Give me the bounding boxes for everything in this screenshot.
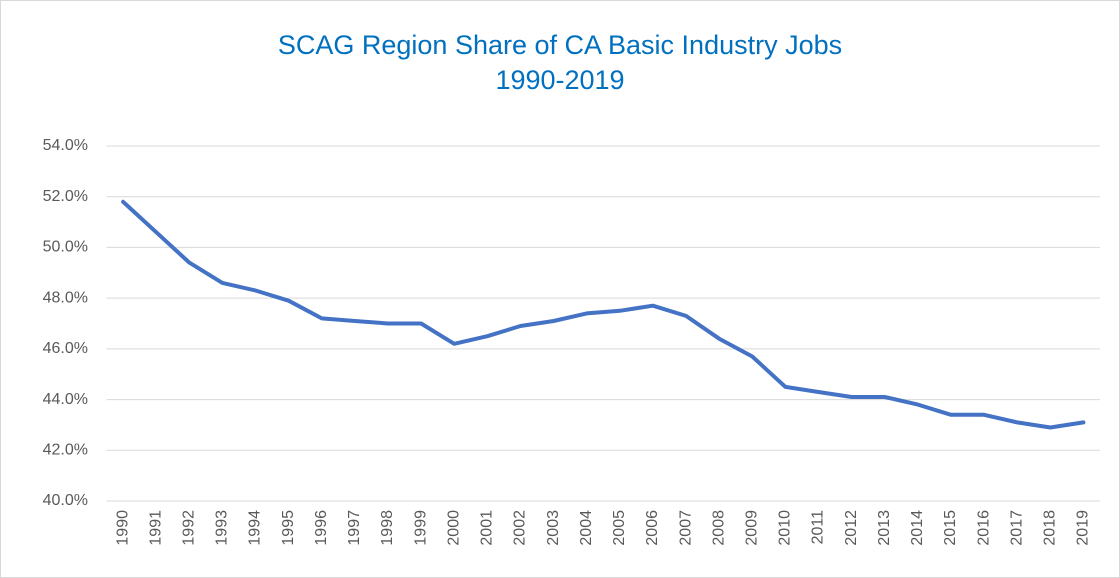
x-tick-label: 2004 (578, 510, 595, 546)
x-tick-label: 2013 (876, 510, 893, 546)
x-tick-label: 2008 (710, 510, 727, 546)
x-tick-label: 2005 (611, 510, 628, 546)
x-tick-label: 2016 (975, 510, 992, 546)
y-tick-label: 42.0% (43, 442, 88, 459)
x-tick-label: 1997 (346, 510, 363, 546)
y-tick-label: 44.0% (43, 391, 88, 408)
x-tick-label: 1998 (379, 510, 396, 546)
x-tick-label: 2014 (909, 510, 926, 546)
y-tick-label: 48.0% (43, 289, 88, 306)
y-tick-label: 46.0% (43, 340, 88, 357)
x-tick-label: 2019 (1075, 510, 1092, 546)
x-tick-label: 2003 (545, 510, 562, 546)
x-tick-label: 2000 (445, 510, 462, 546)
x-tick-label: 1993 (214, 510, 231, 546)
x-tick-label: 2018 (1042, 510, 1059, 546)
x-tick-label: 1996 (313, 510, 330, 546)
x-tick-label: 2012 (843, 510, 860, 546)
x-tick-label: 1995 (280, 510, 297, 546)
x-tick-label: 2006 (644, 510, 661, 546)
y-tick-label: 40.0% (43, 492, 88, 509)
x-tick-label: 2010 (777, 510, 794, 546)
x-tick-label: 2007 (677, 510, 694, 546)
x-tick-label: 2017 (1008, 510, 1025, 546)
x-tick-label: 2002 (512, 510, 529, 546)
x-tick-label: 1990 (114, 510, 131, 546)
y-tick-label: 54.0% (43, 137, 88, 154)
x-tick-label: 2015 (942, 510, 959, 546)
x-tick-label: 2009 (743, 510, 760, 546)
x-tick-label: 2011 (810, 510, 827, 545)
y-tick-label: 52.0% (43, 188, 88, 205)
chart-title: SCAG Region Share of CA Basic Industry J… (278, 30, 842, 60)
y-tick-label: 50.0% (43, 239, 88, 256)
x-tick-label: 1994 (247, 510, 264, 546)
x-tick-label: 1991 (147, 510, 164, 546)
chart-subtitle: 1990-2019 (495, 65, 624, 95)
x-tick-label: 2001 (479, 510, 496, 546)
data-line (121, 199, 1086, 430)
x-tick-label: 1999 (412, 510, 429, 546)
x-tick-label: 1992 (181, 510, 198, 546)
